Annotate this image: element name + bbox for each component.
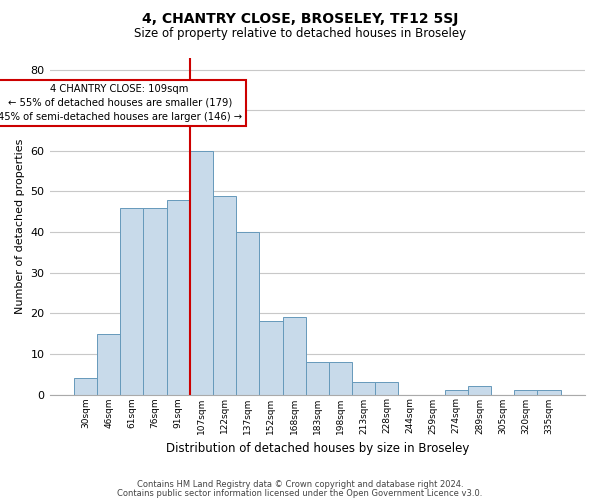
Bar xyxy=(514,390,538,394)
Bar xyxy=(352,382,375,394)
Bar xyxy=(167,200,190,394)
Bar xyxy=(468,386,491,394)
Text: Contains public sector information licensed under the Open Government Licence v3: Contains public sector information licen… xyxy=(118,488,482,498)
Bar xyxy=(97,334,120,394)
Bar xyxy=(190,151,213,394)
Bar xyxy=(329,362,352,394)
Bar xyxy=(74,378,97,394)
Bar xyxy=(305,362,329,394)
Bar xyxy=(143,208,167,394)
Bar xyxy=(236,232,259,394)
Bar xyxy=(375,382,398,394)
Bar xyxy=(283,318,305,394)
Bar xyxy=(213,196,236,394)
Text: Contains HM Land Registry data © Crown copyright and database right 2024.: Contains HM Land Registry data © Crown c… xyxy=(137,480,463,489)
X-axis label: Distribution of detached houses by size in Broseley: Distribution of detached houses by size … xyxy=(166,442,469,455)
Bar xyxy=(259,322,283,394)
Y-axis label: Number of detached properties: Number of detached properties xyxy=(15,138,25,314)
Bar xyxy=(445,390,468,394)
Text: 4 CHANTRY CLOSE: 109sqm
← 55% of detached houses are smaller (179)
45% of semi-d: 4 CHANTRY CLOSE: 109sqm ← 55% of detache… xyxy=(0,84,242,122)
Text: 4, CHANTRY CLOSE, BROSELEY, TF12 5SJ: 4, CHANTRY CLOSE, BROSELEY, TF12 5SJ xyxy=(142,12,458,26)
Bar xyxy=(120,208,143,394)
Bar xyxy=(538,390,560,394)
Text: Size of property relative to detached houses in Broseley: Size of property relative to detached ho… xyxy=(134,28,466,40)
